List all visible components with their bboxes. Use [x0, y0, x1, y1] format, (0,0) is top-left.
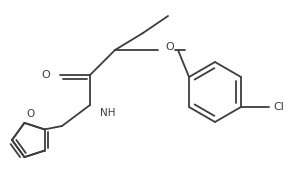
Text: Cl: Cl: [273, 102, 284, 112]
Text: NH: NH: [100, 108, 115, 118]
Text: O: O: [26, 109, 35, 119]
Text: O: O: [41, 70, 50, 80]
Text: O: O: [165, 42, 174, 52]
